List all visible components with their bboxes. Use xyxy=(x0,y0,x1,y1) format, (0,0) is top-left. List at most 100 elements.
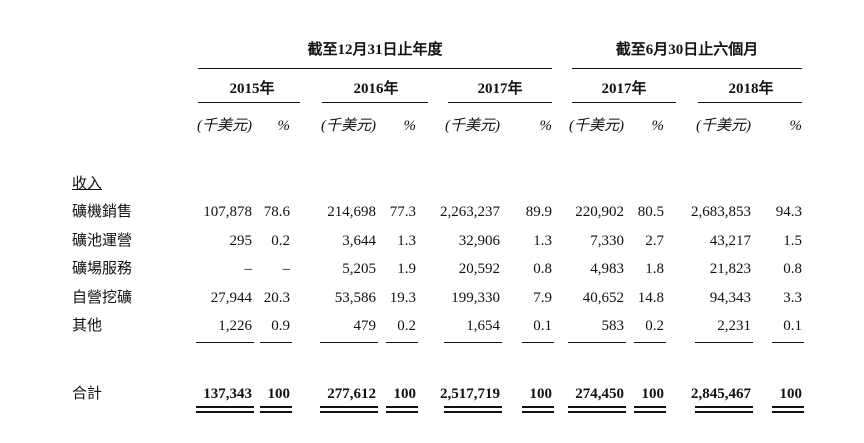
cell: 1,654 xyxy=(466,318,500,335)
unit: % xyxy=(539,118,553,134)
cell: 214,698 xyxy=(327,204,376,220)
cell: 1.8 xyxy=(645,261,664,278)
cell: 89.9 xyxy=(525,204,552,220)
rule xyxy=(522,342,554,343)
cell: 295 xyxy=(229,232,253,249)
cell: – xyxy=(282,261,291,278)
cell: 21,823 xyxy=(709,261,751,278)
group-header: 截至6月30日止六個月 xyxy=(615,42,759,58)
cell: 43,217 xyxy=(709,232,751,249)
year-header: 2015年 xyxy=(229,81,275,97)
group-header: 截至12月31日止年度 xyxy=(307,42,443,58)
rule xyxy=(198,102,300,103)
rule xyxy=(322,102,428,103)
double-rule xyxy=(260,406,292,413)
rule xyxy=(772,342,804,343)
year-header: 2016年 xyxy=(353,81,399,97)
cell: 2,845,467 xyxy=(691,386,751,402)
double-rule xyxy=(386,406,418,413)
cell: 1.5 xyxy=(783,232,802,249)
cell: 1.9 xyxy=(397,261,416,278)
row-label: 礦機銷售 xyxy=(72,204,133,220)
row-label: 礦場服務 xyxy=(72,261,133,278)
cell: 2.7 xyxy=(645,232,664,249)
cell: 1.3 xyxy=(397,232,416,249)
unit: % xyxy=(789,118,803,134)
cell: 2,231 xyxy=(717,318,751,335)
cell: 220,902 xyxy=(575,204,624,220)
unit: % xyxy=(651,118,665,134)
double-rule xyxy=(695,406,753,413)
cell: 3,644 xyxy=(342,232,376,249)
cell: 7,330 xyxy=(590,232,624,249)
rule xyxy=(634,342,666,343)
row-label: 合計 xyxy=(72,386,103,402)
double-rule xyxy=(320,406,378,413)
cell: 107,878 xyxy=(203,204,252,220)
unit: (千美元) xyxy=(197,118,252,134)
cell: 0.8 xyxy=(533,261,552,278)
double-rule xyxy=(634,406,666,413)
cell: 0.2 xyxy=(271,232,290,249)
double-rule xyxy=(568,406,626,413)
cell: 5,205 xyxy=(342,261,376,278)
rule xyxy=(444,342,502,343)
rule xyxy=(320,342,378,343)
cell: – xyxy=(244,261,253,278)
row-label: 其他 xyxy=(72,318,103,335)
cell: 100 xyxy=(529,386,553,402)
rule xyxy=(572,68,802,69)
double-rule xyxy=(772,406,804,413)
cell: 27,944 xyxy=(210,289,252,306)
cell: 2,683,853 xyxy=(691,204,751,220)
cell: 1.3 xyxy=(533,232,552,249)
double-rule xyxy=(522,406,554,413)
year-header: 2017年 xyxy=(601,81,647,97)
cell: 53,586 xyxy=(334,289,376,306)
unit: (千美元) xyxy=(696,118,751,134)
cell: 1,226 xyxy=(218,318,252,335)
rule xyxy=(448,102,552,103)
rule xyxy=(698,102,802,103)
cell: 20,592 xyxy=(458,261,500,278)
double-rule xyxy=(196,406,254,413)
cell: 583 xyxy=(601,318,625,335)
unit: % xyxy=(277,118,291,134)
cell: 78.6 xyxy=(263,204,290,220)
cell: 137,343 xyxy=(203,386,252,402)
rule xyxy=(695,342,753,343)
unit: (千美元) xyxy=(569,118,624,134)
cell: 0.1 xyxy=(533,318,552,335)
rule xyxy=(196,342,254,343)
cell: 0.2 xyxy=(397,318,416,335)
cell: 2,517,719 xyxy=(440,386,500,402)
year-header: 2017年 xyxy=(477,81,523,97)
cell: 277,612 xyxy=(327,386,376,402)
cell: 479 xyxy=(353,318,377,335)
cell: 14.8 xyxy=(637,289,664,306)
rule xyxy=(572,102,676,103)
unit: (千美元) xyxy=(321,118,376,134)
cell: 0.8 xyxy=(783,261,802,278)
cell: 40,652 xyxy=(582,289,624,306)
cell: 100 xyxy=(267,386,291,402)
cell: 2,263,237 xyxy=(440,204,500,220)
unit: (千美元) xyxy=(445,118,500,134)
cell: 274,450 xyxy=(575,386,624,402)
cell: 100 xyxy=(641,386,665,402)
cell: 4,983 xyxy=(590,261,624,278)
cell: 94.3 xyxy=(775,204,802,220)
cell: 0.2 xyxy=(645,318,664,335)
cell: 94,343 xyxy=(709,289,751,306)
cell: 80.5 xyxy=(637,204,664,220)
cell: 100 xyxy=(393,386,417,402)
cell: 199,330 xyxy=(451,289,500,306)
cell: 0.1 xyxy=(783,318,802,335)
row-label: 礦池運營 xyxy=(72,232,133,249)
unit: % xyxy=(403,118,417,134)
cell: 32,906 xyxy=(458,232,500,249)
cell: 19.3 xyxy=(389,289,416,306)
cell: 100 xyxy=(779,386,803,402)
cell: 20.3 xyxy=(263,289,290,306)
